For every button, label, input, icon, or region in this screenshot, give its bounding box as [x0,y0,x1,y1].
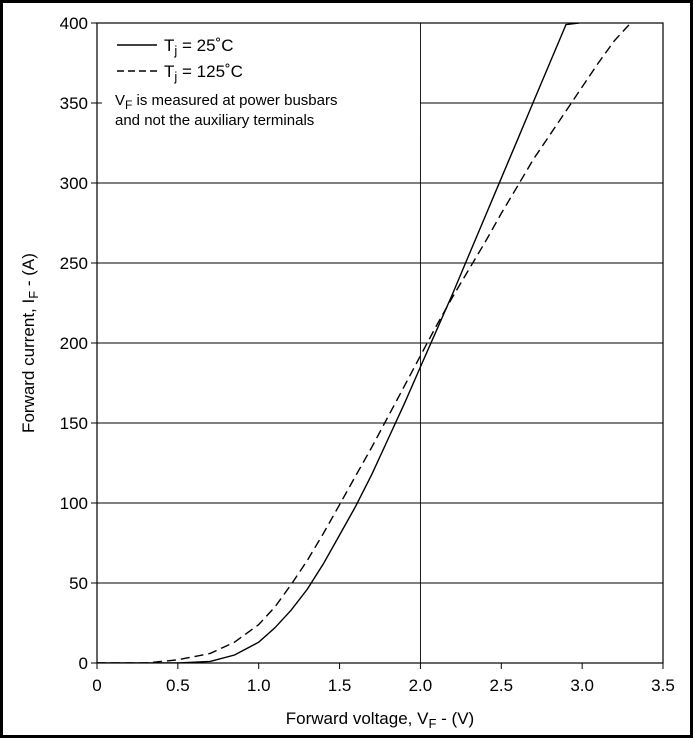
y-tick-label: 350 [60,94,88,113]
legend-note: VF is measured at power busbars [115,92,337,112]
y-tick-label: 250 [60,254,88,273]
legend-background [102,30,420,136]
y-tick-label: 400 [60,14,88,33]
y-tick-label: 300 [60,174,88,193]
y-tick-label: 100 [60,494,88,513]
y-tick-label: 0 [79,654,88,673]
x-tick-label: 2.0 [409,676,433,695]
legend-entry: Tj = 25˚C [164,36,234,58]
x-tick-label: 0.5 [166,676,190,695]
x-tick-label: 3.0 [570,676,594,695]
legend-note: and not the auxiliary terminals [115,112,314,129]
y-tick-label: 150 [60,414,88,433]
x-tick-label: 1.0 [247,676,271,695]
legend-entry: Tj = 125˚C [164,62,243,84]
y-tick-label: 50 [69,574,88,593]
y-axis-label: Forward current, IF - (A) [19,253,41,433]
y-tick-label: 200 [60,334,88,353]
grid [97,23,663,663]
series-line-25c [97,23,579,663]
series-line-125c [97,23,632,663]
x-tick-label: 3.5 [651,676,675,695]
tick-labels: 0 50 100 150 200 250 300 350 400 0 0.5 1.0 1.5 2.0 2.5… [60,14,675,695]
series-layer [97,23,632,663]
legend: Tj = 25˚C Tj = 125˚C VF is measured at pow… [102,30,420,136]
x-tick-label: 0 [92,676,101,695]
x-tick-label: 1.5 [328,676,352,695]
x-tick-label: 2.5 [489,676,513,695]
x-axis-label: Forward voltage, VF - (V) [286,709,474,731]
